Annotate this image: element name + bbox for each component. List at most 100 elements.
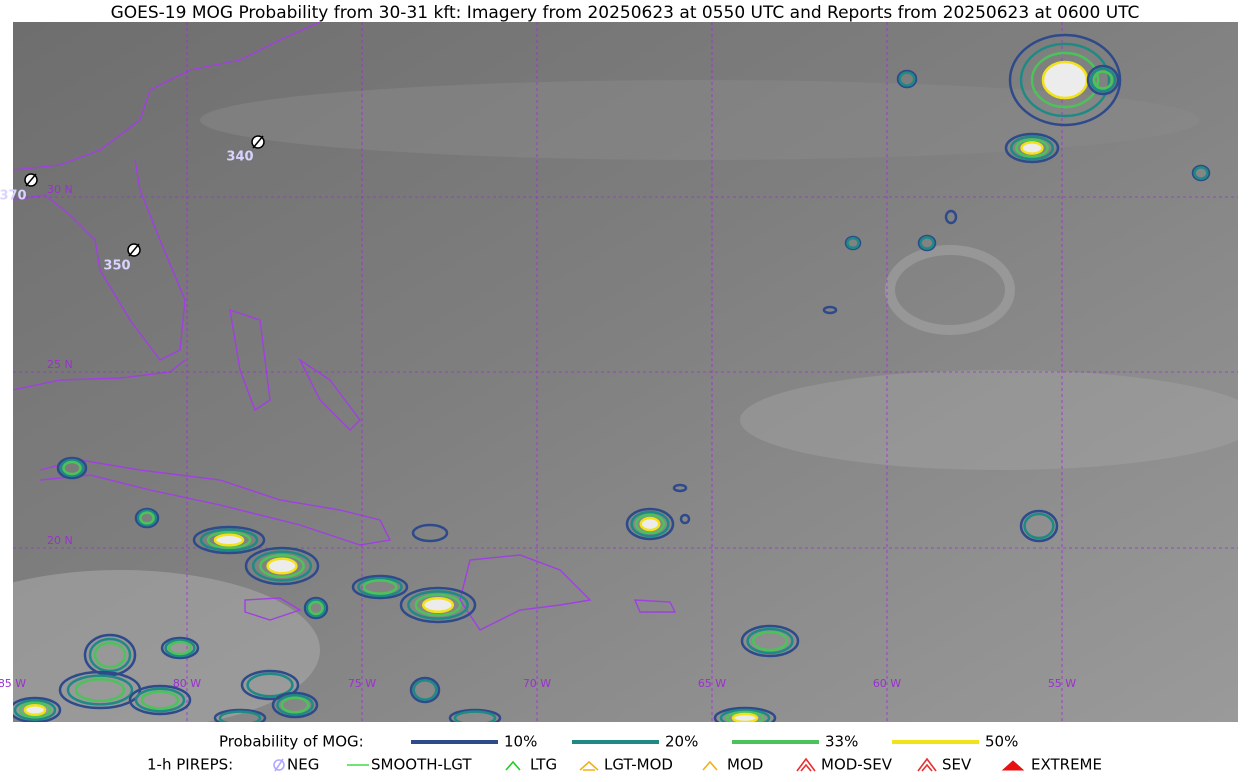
longitude-label: 75 W (348, 677, 376, 690)
latitude-label: 30 N (47, 183, 73, 196)
pirep-neg-slash (128, 243, 140, 257)
mog-contour (206, 530, 252, 550)
pirep-neg-slash (25, 173, 37, 187)
mog-contour (59, 458, 85, 478)
legend-symbol (1001, 760, 1025, 771)
longitude-label: 65 W (698, 677, 726, 690)
legend-label: EXTREME (1031, 756, 1102, 774)
mog-contour (218, 710, 262, 722)
legend: Probability of MOG: 10% 20% 33% 50% 1-h PIREP… (147, 733, 1102, 774)
mog-contour (167, 640, 193, 656)
mog-contour (276, 694, 314, 716)
mog-contour (679, 513, 691, 525)
graticule (13, 22, 1238, 722)
mog-contour (1030, 51, 1100, 109)
mog-contour (1008, 33, 1122, 127)
mog-contour (917, 234, 937, 252)
legend-symbol (917, 757, 937, 772)
pirep-altitude: 340 (226, 150, 253, 165)
mog-contour (246, 672, 294, 698)
mog-contour (259, 553, 305, 579)
mog-contour (414, 593, 462, 617)
mog-contour (1004, 132, 1060, 164)
pirep-altitude: 370 (0, 189, 27, 204)
longitude-label: 85 W (0, 677, 26, 690)
mog-contour (160, 636, 200, 660)
mog-contour (66, 674, 134, 706)
mog-contour (846, 236, 860, 250)
mog-contour (1089, 67, 1117, 93)
legend-label: 33% (825, 733, 858, 751)
mog-contour (746, 627, 794, 655)
mog-contour (399, 586, 477, 624)
legend-label: SMOOTH-LGT (371, 756, 472, 774)
legend-label: 50% (985, 733, 1018, 751)
legend-symbol (579, 760, 599, 771)
legend-label: MOD (727, 756, 763, 774)
legend-symbol (274, 758, 284, 772)
longitude-label: 70 W (523, 677, 551, 690)
mog-contour (898, 71, 916, 87)
legend-label: LGT-MOD (604, 756, 673, 774)
mog-contour (1191, 164, 1211, 182)
mog-contour (88, 637, 132, 673)
mog-contour (713, 706, 777, 722)
map (13, 22, 1238, 722)
mog-contour (251, 550, 313, 582)
mog-contour (362, 579, 398, 595)
mog-contours (13, 33, 1211, 722)
mog-contour (448, 708, 502, 722)
mog-contour (919, 236, 935, 250)
longitude-label: 60 W (873, 677, 901, 690)
mog-contour (213, 533, 245, 547)
mog-contour (134, 687, 186, 713)
latitude-label: 25 N (47, 358, 73, 371)
mog-contour (1020, 141, 1044, 155)
mog-contour (74, 677, 126, 703)
legend-label: LTG (530, 756, 557, 774)
mog-contour (56, 456, 88, 480)
mog-contour (639, 516, 661, 532)
mog-contour (305, 598, 327, 618)
mog-contour (1019, 509, 1059, 543)
latitude-label: 20 N (47, 534, 73, 547)
mog-contour (634, 513, 666, 535)
legend-symbol (796, 757, 816, 772)
mog-contour (62, 460, 82, 476)
mog-contour (23, 703, 47, 717)
legend-label: NEG (287, 756, 319, 774)
legend-symbol (505, 760, 521, 771)
mog-contour (128, 684, 192, 716)
mog-contour (83, 633, 137, 677)
mog-contour (407, 590, 469, 620)
legend-title: 1-h PIREPS: (147, 756, 233, 774)
mog-contour (93, 641, 127, 669)
mog-contour (411, 523, 449, 543)
mog-contour (164, 638, 196, 658)
legend-title: Probability of MOG: (219, 733, 364, 751)
mog-contour (896, 69, 918, 89)
longitude-label: 80 W (173, 677, 201, 690)
mog-contour (303, 596, 329, 620)
mog-contour (213, 708, 267, 722)
mog-contour (944, 209, 958, 225)
mog-contour (725, 710, 765, 722)
mog-contour (822, 305, 838, 315)
mog-contour (13, 699, 57, 721)
mog-contour (421, 596, 455, 614)
mog-contour (244, 546, 320, 586)
longitude-label: 55 W (1048, 677, 1076, 690)
mog-contour (18, 701, 52, 719)
mog-contour (1023, 512, 1055, 540)
legend-label: SEV (942, 756, 972, 774)
map-labels: 30 N 25 N 20 N 85 W 80 W 75 W 70 W 65 W 60 W 55 W… (0, 135, 1076, 690)
mog-contour (280, 696, 310, 714)
legend-symbol (702, 760, 718, 771)
legend-label: 10% (504, 733, 537, 751)
mog-contour (1092, 70, 1114, 90)
mog-contour (630, 510, 670, 538)
mog-contour (351, 574, 409, 600)
title: GOES-19 MOG Probability from 30-31 kft: … (111, 3, 1140, 23)
mog-contour (140, 690, 180, 710)
